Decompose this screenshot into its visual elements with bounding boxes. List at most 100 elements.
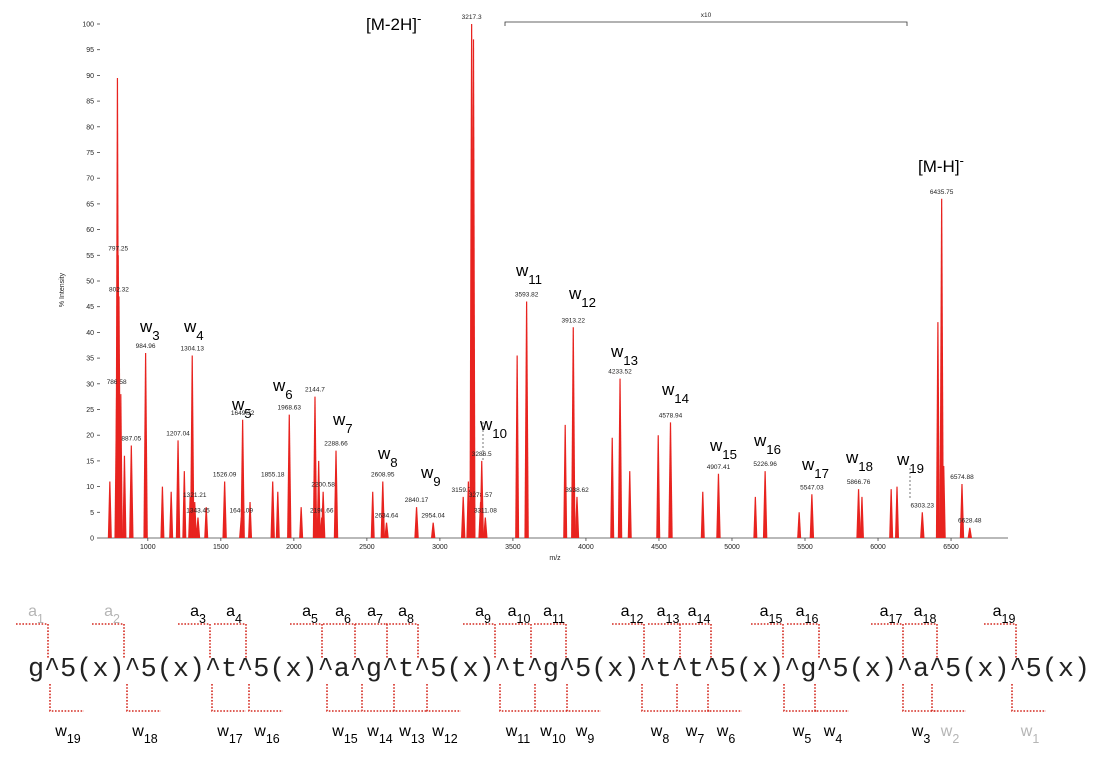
y-tick-label: 20 — [86, 433, 94, 440]
w-fragment-label: w7 — [685, 723, 705, 746]
peak — [524, 301, 529, 538]
ion-label-base: w — [801, 455, 815, 474]
peak-label: 3159.71 — [451, 487, 475, 494]
cleavage-marker — [648, 623, 681, 658]
w-fragment-label: w10 — [539, 723, 565, 746]
x-tick-label: 1500 — [213, 544, 229, 551]
w-fragment-label-base: w — [792, 723, 805, 740]
ion-label-base: w — [272, 376, 286, 395]
peak-label: 3913.22 — [562, 317, 586, 324]
a-fragment-label: a11 — [543, 603, 565, 626]
peak — [610, 437, 615, 538]
peak-label: 786.58 — [107, 379, 127, 386]
ion-label-sub: 5 — [244, 406, 251, 421]
a-fragment-label-sub: 15 — [769, 612, 783, 626]
a-fragment-label-base: a — [104, 603, 113, 620]
x-tick-label: 4000 — [578, 544, 594, 551]
a-fragment-label-base: a — [796, 603, 805, 620]
ion-label-sub: 9 — [433, 474, 440, 489]
w-fragment-label: w18 — [131, 723, 157, 746]
a-fragment-label-sub: 4 — [235, 612, 242, 626]
ion-label-base: [M-2H] — [366, 15, 417, 34]
ion-label-sub: 14 — [674, 391, 689, 406]
y-tick-label: 90 — [86, 73, 94, 80]
peak-label: 887.05 — [121, 435, 141, 442]
peak — [248, 502, 253, 538]
peak-label: 2200.58 — [311, 482, 335, 489]
peak-label: 2288.66 — [324, 441, 348, 448]
peak — [143, 352, 148, 538]
ion-label-sub: 10 — [492, 426, 507, 441]
ion-label-sub: 16 — [766, 442, 781, 457]
a-fragment-label-sub: 5 — [311, 612, 318, 626]
peak — [107, 481, 112, 538]
ion-label-base: w — [231, 395, 245, 414]
w-fragment-label-sub: 1 — [1032, 732, 1039, 746]
peak — [939, 198, 944, 538]
w-fragment-label-sub: 9 — [587, 732, 594, 746]
a-fragment-label: a6 — [335, 603, 351, 626]
w-fragment-label: w8 — [650, 723, 670, 746]
peak-label: 1526.09 — [213, 471, 237, 478]
w-fragment-label-sub: 8 — [662, 732, 669, 746]
w-fragment-label-base: w — [331, 723, 344, 740]
w-fragment-label-base: w — [216, 723, 229, 740]
w-fragment-label-base: w — [575, 723, 588, 740]
cleavage-marker — [178, 623, 211, 658]
y-tick-label: 10 — [86, 484, 94, 491]
a-fragment-label: a14 — [688, 603, 711, 626]
ion-label-base: w — [610, 342, 624, 361]
w-fragment-label-base: w — [539, 723, 552, 740]
a-fragment-label-base: a — [688, 603, 697, 620]
cleavage-marker — [534, 684, 569, 712]
peak — [195, 517, 201, 538]
zoom-label: x10 — [701, 12, 712, 19]
a-fragment-label-base: a — [28, 603, 37, 620]
a-fragment-label: a16 — [796, 603, 819, 626]
peak-label: 6435.75 — [930, 189, 954, 196]
y-tick-label: 35 — [86, 356, 94, 363]
ion-label-sub: 4 — [196, 328, 203, 343]
w-fragment-label-sub: 2 — [952, 732, 959, 746]
a-fragment-label-base: a — [302, 603, 311, 620]
cleavage-marker — [566, 684, 601, 712]
w-fragment-label-base: w — [911, 723, 924, 740]
peak — [275, 491, 280, 538]
a-fragment-label-base: a — [367, 603, 376, 620]
cleavage-marker — [871, 623, 904, 658]
w-fragment-label-base: w — [505, 723, 518, 740]
peak — [716, 473, 721, 538]
peak — [563, 424, 568, 538]
ion-label-base: w — [139, 317, 153, 336]
ion-label: w19 — [896, 450, 924, 476]
ion-label: w9 — [420, 463, 441, 489]
w-fragment-label-sub: 16 — [266, 732, 280, 746]
w-fragment-label: w1 — [1020, 723, 1040, 746]
peak — [175, 440, 181, 538]
peak-label: 5866.76 — [847, 479, 871, 486]
cleavage-marker — [426, 684, 461, 712]
x-axis-label: m/z — [549, 555, 561, 562]
peak — [192, 502, 197, 538]
cleavage-marker — [290, 623, 323, 658]
w-fragment-label: w6 — [716, 723, 736, 746]
peak — [920, 512, 925, 538]
ion-label: w6 — [272, 376, 293, 402]
w-fragment-label-base: w — [685, 723, 698, 740]
peak-label: 797.25 — [108, 245, 128, 252]
w-fragment-label: w12 — [431, 723, 457, 746]
y-tick-label: 5 — [90, 510, 94, 517]
ion-label-sub: 18 — [858, 459, 873, 474]
cleavage-marker — [612, 623, 645, 658]
peak-label: 4907.41 — [707, 464, 731, 471]
a-fragment-label-base: a — [880, 603, 889, 620]
peak — [320, 491, 326, 538]
peak — [859, 496, 864, 538]
peak — [122, 455, 127, 538]
cleavage-marker — [676, 684, 711, 712]
cleavage-marker — [814, 684, 849, 712]
peak-label: 3593.82 — [515, 292, 539, 299]
ion-label-base: w — [709, 436, 723, 455]
w-fragment-label: w16 — [253, 723, 279, 746]
a-fragment-label-sub: 11 — [552, 612, 565, 626]
